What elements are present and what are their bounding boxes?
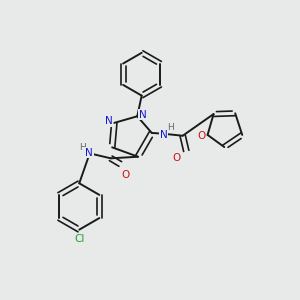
Text: H: H <box>167 123 174 132</box>
Text: N: N <box>160 130 167 140</box>
Text: N: N <box>85 148 93 158</box>
Text: Cl: Cl <box>74 234 84 244</box>
Text: N: N <box>105 116 113 126</box>
Text: O: O <box>197 131 205 141</box>
Text: O: O <box>122 170 130 180</box>
Text: N: N <box>139 110 146 120</box>
Text: O: O <box>172 153 181 163</box>
Text: H: H <box>79 143 86 152</box>
